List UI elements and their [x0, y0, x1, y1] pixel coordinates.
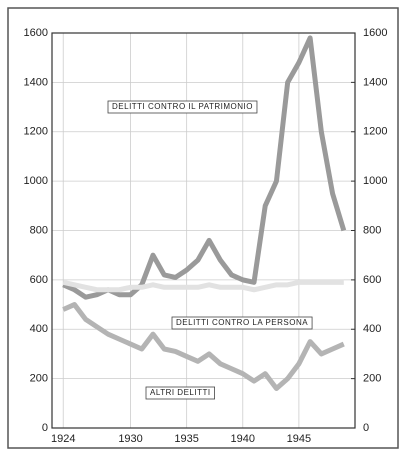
y2-tick-label: 1000 [363, 175, 387, 187]
y-tick-label: 1400 [24, 76, 48, 88]
y-tick-label: 1000 [24, 175, 48, 187]
y-tick-label: 400 [30, 323, 48, 335]
legend-box [107, 100, 258, 114]
legend-label: DELITTI CONTRO IL PATRIMONIO [112, 102, 253, 111]
legend-box [171, 316, 313, 330]
x-tick-label: 1935 [174, 433, 198, 445]
legend-label: ALTRI DELITTI [150, 388, 211, 397]
legend-box [145, 386, 215, 400]
y2-tick-label: 0 [363, 422, 369, 434]
y2-tick-label: 1600 [363, 27, 387, 39]
y-tick-label: 0 [42, 422, 48, 434]
y2-tick-label: 1200 [363, 126, 387, 138]
y-tick-label: 600 [30, 274, 48, 286]
y2-tick-label: 1400 [363, 76, 387, 88]
frame [7, 7, 399, 449]
x-tick-label: 1930 [118, 433, 142, 445]
y2-tick-label: 200 [363, 373, 381, 385]
y-tick-label: 1200 [24, 126, 48, 138]
x-tick-label: 1940 [231, 433, 255, 445]
series-line [62, 279, 344, 293]
y2-tick-label: 800 [363, 224, 381, 236]
y-tick-label: 800 [30, 224, 48, 236]
y-tick-label: 200 [30, 373, 48, 385]
y-tick-label: 1600 [24, 27, 48, 39]
plot-border [51, 32, 356, 429]
x-tick-label: 1924 [51, 433, 75, 445]
legend-label: DELITTI CONTRO LA PERSONA [176, 318, 308, 327]
y2-tick-label: 400 [363, 323, 381, 335]
series-line [62, 35, 347, 300]
series-line [62, 302, 345, 391]
y2-tick-label: 600 [363, 274, 381, 286]
x-tick-label: 1945 [287, 433, 311, 445]
